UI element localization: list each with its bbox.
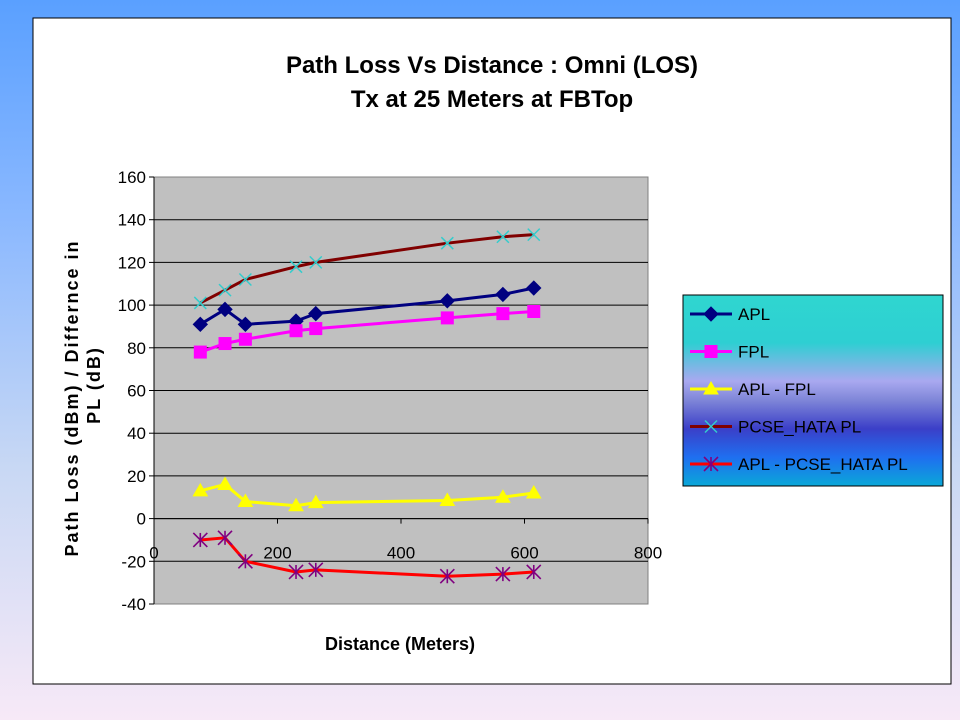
data-point — [238, 272, 252, 287]
marker-stroke — [527, 228, 541, 242]
data-point — [289, 324, 303, 338]
data-point — [439, 293, 456, 309]
data-point — [238, 332, 252, 346]
data-point — [237, 553, 253, 569]
data-point — [237, 493, 254, 508]
data-point — [192, 482, 209, 497]
data-point — [526, 280, 542, 296]
data-point — [217, 476, 233, 490]
legend-label: FPL — [738, 343, 769, 362]
data-point — [218, 283, 232, 297]
data-point — [308, 562, 324, 578]
data-point — [193, 345, 207, 359]
y-tick-label: 100 — [118, 296, 146, 315]
data-point — [193, 296, 207, 310]
data-point — [495, 286, 511, 303]
data-point — [218, 337, 232, 351]
marker-stroke — [496, 230, 510, 244]
data-point — [308, 305, 324, 322]
legend-item: APL — [690, 305, 770, 324]
y-tick-label: 120 — [118, 253, 146, 272]
data-point — [525, 484, 542, 499]
y-tick-label: 140 — [118, 211, 146, 230]
data-point — [307, 494, 324, 509]
legend-swatch-marker — [703, 456, 719, 472]
series-pcse-hata-pl — [193, 228, 541, 310]
legend-swatch-marker — [704, 419, 718, 434]
marker-stroke — [238, 272, 252, 287]
y-tick-labels: 160 140 120 100 80 60 40 20 0 -20 -40 — [118, 168, 146, 614]
legend-item: FPL — [690, 343, 769, 362]
x-tick-label: 800 — [634, 544, 662, 563]
legend-swatch-marker — [704, 345, 718, 358]
legend-label: APL - FPL — [738, 380, 816, 399]
y-axis-title-line1: Path Loss (dBm) / Differnce in — [62, 239, 82, 556]
data-point — [439, 568, 455, 584]
x-tick-label: 0 — [149, 544, 158, 563]
marker-stroke — [289, 260, 303, 274]
data-point — [495, 566, 511, 582]
chart-title-line2: Tx at 25 Meters at FBTop — [351, 86, 633, 113]
data-point — [526, 564, 542, 580]
data-point — [192, 532, 208, 548]
data-point — [192, 316, 209, 333]
data-point — [289, 260, 303, 274]
y-tick-label: 0 — [137, 510, 146, 529]
data-point — [217, 530, 233, 546]
series-line — [199, 233, 534, 305]
y-tick-label: 40 — [127, 424, 146, 443]
x-axis-title: Distance (Meters) — [325, 634, 475, 654]
x-tick-labels: 0 200 400 600 800 — [149, 544, 662, 563]
series-apl-fpl — [192, 476, 542, 512]
series-apl-pcse-hata-pl — [192, 530, 542, 584]
data-point — [496, 230, 510, 244]
data-point — [217, 301, 233, 318]
y-tick-label: 60 — [127, 382, 146, 401]
legend-label: APL - PCSE_HATA PL — [738, 455, 908, 474]
marker-stroke — [704, 419, 718, 434]
legend-swatch-marker — [703, 381, 719, 395]
data-point — [440, 236, 454, 250]
data-point — [288, 497, 304, 512]
data-point — [288, 564, 304, 580]
data-point — [496, 307, 510, 321]
data-point — [309, 322, 323, 336]
legend-item: APL - FPL — [690, 380, 816, 399]
y-axis-title-line2: PL (dB) — [84, 346, 104, 424]
y-tick-label: 20 — [127, 467, 146, 486]
legend-swatch-marker — [703, 306, 719, 322]
data-point — [439, 492, 456, 506]
x-tick-label: 200 — [263, 544, 291, 563]
axes — [149, 176, 649, 605]
legend: APL FPL APL - FPL PCSE_HATA PL APL - PCSE_HA… — [690, 305, 908, 474]
series-fpl — [193, 305, 541, 359]
marker-stroke — [218, 283, 232, 297]
legend-label: APL — [738, 305, 770, 324]
y-tick-label: -20 — [121, 552, 146, 571]
data-point — [527, 228, 541, 242]
data-point — [495, 489, 511, 503]
data-point — [527, 305, 541, 319]
y-tick-label: 160 — [118, 168, 146, 187]
marker-stroke — [309, 255, 323, 269]
y-tick-label: -40 — [121, 595, 146, 614]
x-tick-label: 400 — [387, 544, 415, 563]
marker-stroke — [193, 296, 207, 310]
data-point — [309, 255, 323, 269]
legend-item: APL - PCSE_HATA PL — [690, 455, 908, 474]
series-group — [192, 228, 542, 584]
chart-title-line1: Path Loss Vs Distance : Omni (LOS) — [286, 52, 698, 79]
legend-label: PCSE_HATA PL — [738, 418, 861, 437]
legend-item: PCSE_HATA PL — [690, 418, 861, 437]
x-tick-label: 600 — [510, 544, 538, 563]
data-point — [237, 316, 254, 333]
marker-stroke — [440, 236, 454, 250]
data-point — [440, 311, 454, 325]
y-tick-label: 80 — [127, 339, 146, 358]
